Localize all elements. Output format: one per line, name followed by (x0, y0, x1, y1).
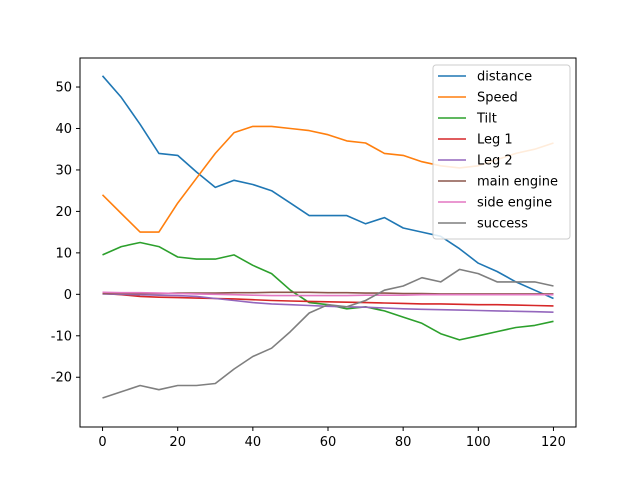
legend: distance Speed Tilt Leg 1 Leg 2 main engine si… (432, 64, 571, 240)
series-line-success (102, 268, 554, 399)
x-tick-label: 80 (395, 435, 412, 450)
x-tick-label: 0 (98, 435, 106, 450)
y-tick-label: 0 (64, 288, 72, 303)
legend-label-tilt: Tilt (476, 112, 497, 127)
x-tick-label: 60 (320, 435, 337, 450)
x-tick-label: 20 (169, 435, 186, 450)
series-line-leg-2 (102, 293, 554, 313)
legend-label-success: success (477, 217, 528, 232)
y-tick-label: -10 (51, 329, 72, 344)
x-axis: 0 20 40 60 80 100 120 (98, 427, 566, 450)
series-line-side-engine (102, 291, 554, 297)
y-tick-label: 50 (55, 81, 72, 96)
x-tick-label: 120 (541, 435, 566, 450)
y-tick-label: 30 (55, 163, 72, 178)
y-tick-label: 40 (55, 122, 72, 137)
y-tick-label: 10 (55, 246, 72, 261)
y-axis: -20 -10 0 10 20 30 40 50 (51, 81, 80, 386)
series-line-tilt (102, 241, 554, 341)
legend-label-leg-1: Leg 1 (477, 133, 513, 148)
series-line-distance (101, 75, 554, 300)
legend-box (432, 64, 571, 240)
x-tick-label: 100 (466, 435, 491, 450)
legend-label-main-engine: main engine (477, 175, 558, 190)
y-tick-label: 20 (55, 205, 72, 220)
legend-label-leg-2: Leg 2 (477, 154, 513, 169)
legend-label-speed: Speed (477, 91, 518, 106)
y-tick-label: -20 (51, 371, 72, 386)
series-line-leg-1 (102, 292, 554, 307)
x-tick-label: 40 (245, 435, 262, 450)
legend-label-distance: distance (477, 70, 532, 85)
legend-label-side-engine: side engine (477, 196, 552, 211)
